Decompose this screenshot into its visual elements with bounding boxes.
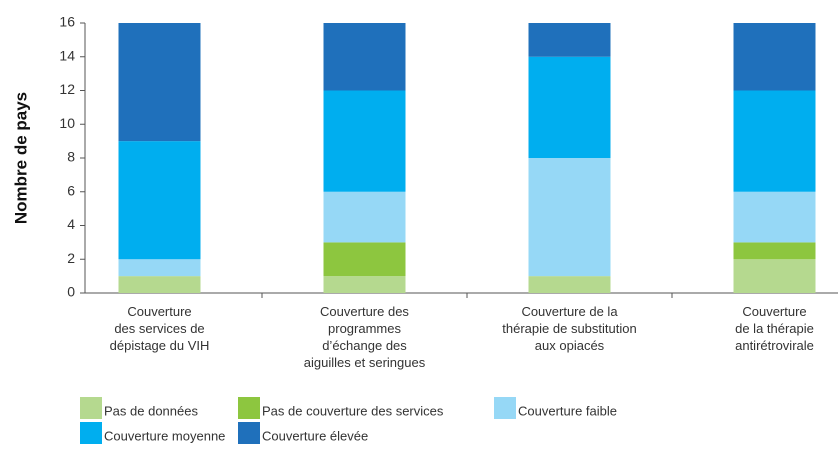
- legend-swatch: [238, 397, 260, 419]
- bar-segment: [118, 23, 201, 142]
- bar-segment: [733, 242, 816, 260]
- bar-segment: [323, 23, 406, 91]
- legend-label: Couverture moyenne: [104, 428, 225, 443]
- bar-segment: [733, 23, 816, 91]
- bar-segment: [528, 158, 611, 277]
- legend-label: Couverture faible: [518, 403, 617, 418]
- y-tick-label: 2: [67, 250, 75, 266]
- y-tick-label: 6: [67, 182, 75, 198]
- legend-label: Couverture élevée: [262, 428, 368, 443]
- bar-segment: [323, 276, 406, 293]
- y-axis-title: Nombre de pays: [11, 92, 30, 224]
- x-tick-label: Couverture des programmes d’échange des aig…: [304, 304, 426, 370]
- bar-segment: [323, 242, 406, 277]
- bar-segment: [733, 191, 816, 243]
- bar-segment: [733, 259, 816, 293]
- bar-segment: [323, 191, 406, 243]
- bar-segment: [528, 56, 611, 158]
- legend-swatch: [80, 397, 102, 419]
- legend-swatch: [80, 422, 102, 444]
- x-tick-label: Couverture de la thérapie de substitution…: [502, 304, 636, 353]
- legend-swatch: [494, 397, 516, 419]
- bar-segment: [118, 276, 201, 293]
- x-tick-label: Couverture de la thérapie antirétrovirale: [735, 304, 814, 353]
- x-tick-label: Couverture des services de dépistage du VI…: [110, 304, 210, 353]
- y-tick-label: 0: [67, 284, 75, 300]
- legend-label: Pas de couverture des services: [262, 403, 444, 418]
- legend-swatch: [238, 422, 260, 444]
- bar-segment: [118, 141, 201, 260]
- legend-label: Pas de données: [104, 403, 198, 418]
- y-tick-label: 8: [67, 149, 75, 165]
- bar-segment: [528, 276, 611, 293]
- bar-segment: [528, 23, 611, 57]
- bar-segment: [118, 259, 201, 277]
- bar-segment: [323, 90, 406, 192]
- y-tick-label: 14: [59, 47, 75, 63]
- y-tick-label: 12: [59, 81, 75, 97]
- y-tick-label: 4: [67, 216, 75, 232]
- y-tick-label: 10: [59, 115, 75, 131]
- bar-segment: [733, 90, 816, 192]
- y-tick-label: 16: [59, 14, 75, 30]
